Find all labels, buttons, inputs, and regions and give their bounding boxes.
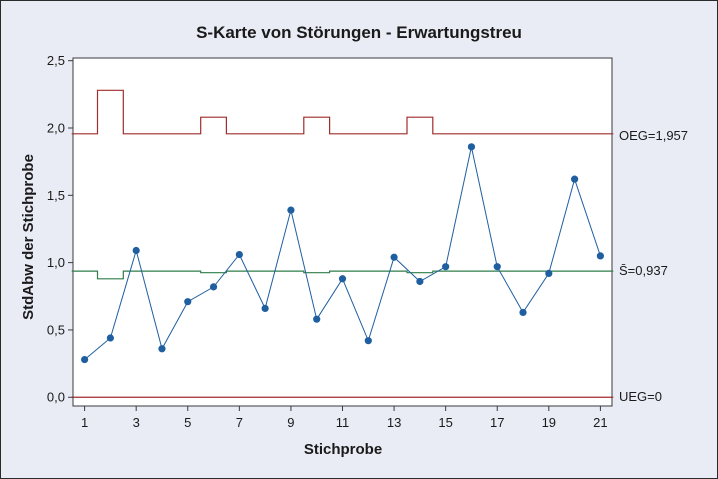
- data-point: [287, 206, 295, 214]
- x-tick-label: 3: [133, 415, 140, 430]
- data-series: [81, 143, 604, 364]
- x-tick-label: 19: [542, 415, 556, 430]
- y-tick-label: 0,5: [47, 322, 65, 337]
- x-tick-label: 7: [236, 415, 243, 430]
- chart-title: S-Karte von Störungen - Erwartungstreu: [196, 23, 522, 42]
- x-tick-label: 17: [490, 415, 504, 430]
- ucl-label: OEG=1,957: [619, 128, 688, 143]
- x-tick-label: 13: [387, 415, 401, 430]
- x-axis-title: Stichprobe: [304, 441, 382, 458]
- data-point: [571, 175, 579, 183]
- data-point: [313, 315, 321, 323]
- data-point: [338, 275, 347, 283]
- data-point: [106, 334, 114, 342]
- center-line-group: [71, 270, 614, 280]
- data-point: [364, 337, 372, 345]
- x-tick-label: 5: [184, 415, 191, 430]
- y-tick-label: 2,5: [47, 53, 65, 68]
- lcl-label: UEG=0: [619, 389, 662, 404]
- x-tick-label: 1: [81, 415, 88, 430]
- data-point: [158, 345, 166, 353]
- data-point: [261, 304, 269, 312]
- y-axis-title: StdAbw der Stichprobe: [20, 154, 37, 320]
- y-axis: 0,0 0,5 1,0 1,5 2,0 2,5: [47, 53, 73, 405]
- data-point: [519, 308, 527, 317]
- y-tick-label: 1,5: [47, 188, 65, 203]
- y-tick-label: 1,0: [47, 255, 65, 270]
- data-point: [184, 298, 192, 306]
- ucl-group: [71, 89, 614, 135]
- data-point: [132, 246, 140, 255]
- data-point: [596, 252, 604, 260]
- data-point: [209, 283, 218, 291]
- y-tick-label: 0,0: [47, 390, 65, 405]
- x-tick-label: 11: [336, 415, 350, 430]
- x-axis: 1 3 5 7 9 11 13 15 17 19 21: [81, 406, 608, 430]
- y-tick-label: 2,0: [47, 121, 65, 136]
- plot-area: [72, 57, 613, 407]
- data-point: [545, 269, 553, 277]
- center-line: [71, 270, 614, 280]
- data-point: [493, 263, 501, 271]
- x-tick-label: 15: [438, 415, 452, 430]
- data-point: [416, 277, 424, 286]
- data-point: [81, 355, 89, 364]
- ucl-line: [71, 89, 614, 135]
- data-point: [390, 253, 398, 261]
- center-line-label: S̄=0,937: [619, 263, 668, 278]
- x-tick-label: 21: [593, 415, 607, 430]
- x-tick-label: 9: [287, 415, 294, 430]
- data-point: [235, 250, 243, 259]
- data-point: [467, 143, 476, 151]
- data-point: [442, 263, 450, 271]
